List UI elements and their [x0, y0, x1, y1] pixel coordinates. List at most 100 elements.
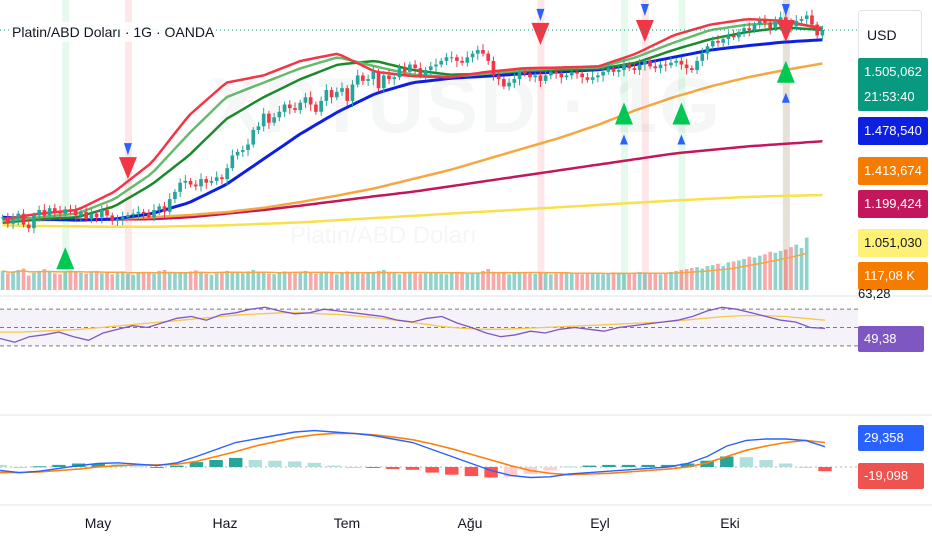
volume-bar: [152, 273, 156, 290]
candle-body: [204, 179, 209, 183]
symbol-title[interactable]: Platin/ABD Doları · 1G · OANDA: [10, 22, 217, 42]
candle-body: [287, 104, 292, 109]
candle-body: [225, 168, 229, 180]
volume-bar: [94, 270, 99, 290]
volume-bar: [26, 275, 31, 290]
macd-hist-bar: [307, 462, 322, 467]
volume-bar: [361, 273, 365, 290]
volume-bar: [141, 271, 146, 290]
volume-bar: [423, 273, 428, 290]
volume-bar: [73, 271, 78, 290]
candle-body: [37, 210, 41, 216]
volume-bar: [136, 273, 141, 290]
candle-body: [340, 88, 344, 92]
macd-hist-tag: -19,098: [858, 463, 924, 489]
candle-body: [820, 30, 825, 36]
volume-bar: [669, 271, 673, 290]
volume-bar: [99, 273, 104, 290]
candle-body: [199, 179, 203, 187]
rsi-upper-label: 63,28: [858, 286, 891, 301]
volume-bar: [784, 249, 788, 290]
candle-body: [324, 90, 329, 101]
volume-bar: [220, 271, 224, 290]
candle-body: [549, 71, 553, 76]
volume-bar: [778, 250, 783, 290]
volume-bar: [376, 270, 381, 290]
price-tag-1: 21:53:40: [858, 83, 928, 111]
volume-bar: [188, 271, 193, 290]
candle-body: [277, 111, 282, 118]
macd-hist-bar: [739, 457, 754, 467]
candle-body: [94, 213, 99, 218]
volume-bar: [757, 255, 762, 290]
macd-hist-bar: [778, 463, 793, 467]
sell-signal-arrow: [118, 157, 137, 180]
currency-selector[interactable]: USD: [858, 10, 922, 60]
macd-hist-bar: [543, 467, 557, 471]
macd-hist-bar: [425, 467, 439, 473]
volume-bar: [663, 272, 668, 290]
volume-bar: [528, 273, 532, 290]
ma-line-ma-light-green: [2, 21, 823, 223]
volume-bar: [298, 271, 303, 290]
volume-ma-line: [2, 252, 807, 275]
month-label-1: Haz: [212, 515, 238, 531]
volume-bar: [146, 272, 151, 290]
candle-body: [162, 206, 167, 212]
volume-bar: [32, 272, 36, 290]
volume-bar: [502, 273, 506, 290]
volume-bar: [110, 274, 115, 290]
volume-bar: [37, 270, 41, 290]
candle-body: [188, 180, 193, 185]
signal-band-5: [620, 0, 628, 290]
volume-bar: [79, 272, 83, 290]
signal-band-3: [537, 0, 545, 290]
macd-hist-bar: [0, 464, 7, 467]
candle-body: [663, 64, 668, 66]
candle-body: [643, 60, 647, 65]
candle-body: [481, 50, 485, 54]
volume-bar: [366, 272, 370, 290]
candle-body: [397, 68, 402, 78]
candle-body: [298, 102, 303, 110]
macd-hist-bar: [130, 466, 145, 468]
volume-bar: [214, 273, 219, 290]
candle-body: [611, 68, 616, 72]
volume-bar: [131, 274, 135, 290]
candle-body: [585, 77, 590, 80]
volume-bar: [580, 274, 585, 290]
candle-body: [528, 73, 532, 78]
volume-bar: [643, 272, 647, 290]
macd-hist-bar: [464, 467, 479, 477]
month-label-0: May: [84, 515, 112, 531]
candle-body: [261, 113, 266, 127]
candle-body: [0, 217, 5, 219]
candle-body: [815, 24, 819, 36]
volume-bar: [690, 268, 694, 290]
candle-body: [418, 68, 423, 76]
candle-body: [141, 211, 146, 214]
candle-body: [84, 211, 88, 220]
buy-signal-arrow: [776, 60, 795, 83]
macd-hist-bar: [445, 467, 459, 475]
volume-bar: [564, 272, 569, 290]
volume-bar: [240, 273, 245, 290]
volume-bar: [120, 271, 125, 290]
candle-body: [16, 213, 21, 220]
volume-bar: [293, 273, 297, 290]
volume-bar: [496, 272, 501, 290]
volume-bar: [6, 273, 10, 290]
month-label-2: Tem: [333, 515, 361, 531]
volume-bar: [517, 271, 522, 290]
volume-bar: [470, 273, 475, 290]
candle-body: [705, 46, 710, 54]
macd-hist-bar: [268, 460, 282, 467]
candle-body: [6, 217, 10, 224]
volume-bar: [590, 272, 595, 290]
blue-up-marker: [619, 134, 628, 145]
candle-body: [308, 97, 313, 105]
candle-body: [408, 64, 412, 72]
candle-body: [251, 130, 256, 145]
